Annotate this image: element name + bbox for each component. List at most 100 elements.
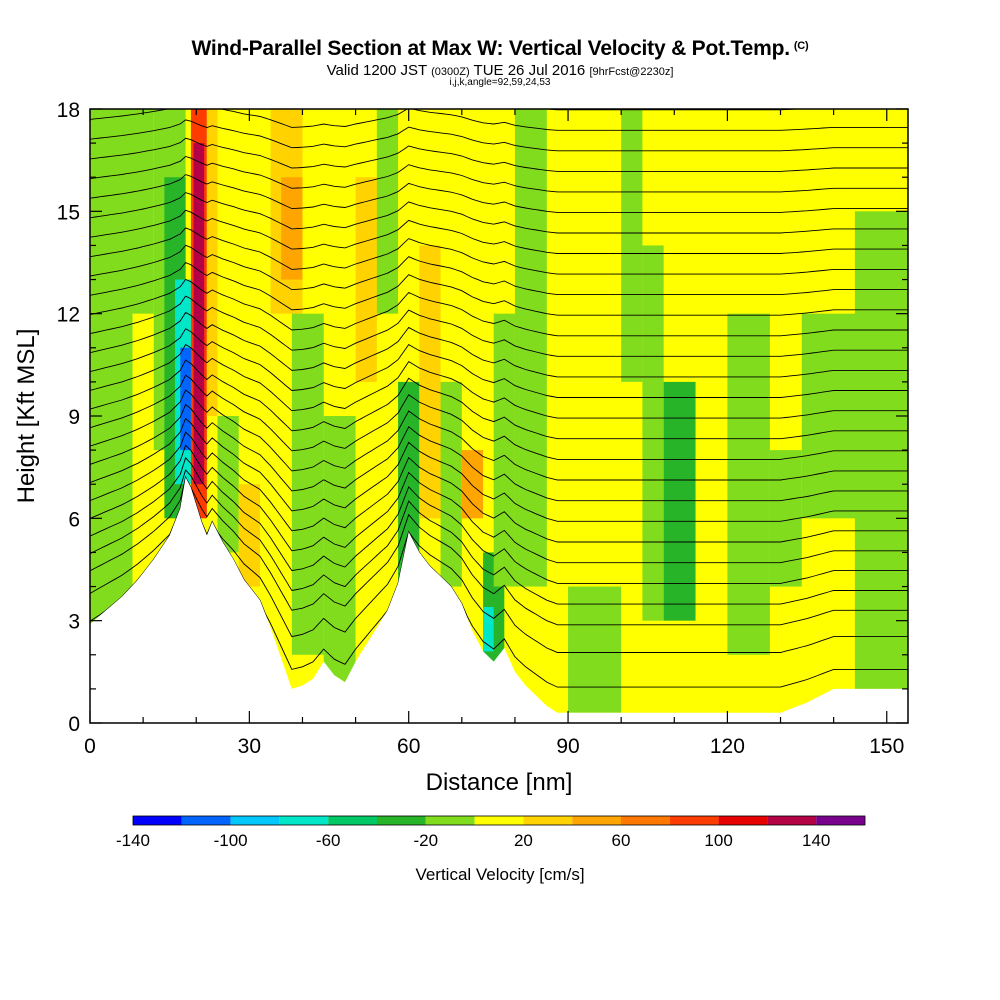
x-tick-label: 90 (556, 735, 579, 758)
chart-title: Wind-Parallel Section at Max W: Vertical… (191, 37, 809, 60)
plot-area (90, 109, 908, 723)
isentrope-line-3 (90, 469, 908, 605)
velocity-cell-26 (568, 586, 622, 713)
valid-date: TUE 26 Jul 2016 (473, 62, 586, 79)
velocity-cell-27 (621, 109, 643, 382)
isentrope-line-15 (90, 295, 908, 357)
colorbar-swatch-14 (816, 816, 865, 825)
colorbar-swatch-0 (133, 816, 182, 825)
y-tick-label: 6 (68, 508, 80, 531)
velocity-cell-33 (854, 211, 908, 689)
terrain-mask (90, 477, 908, 723)
velocity-cell-15 (323, 416, 356, 689)
velocity-cell-19 (419, 245, 441, 519)
colorbar-swatch-2 (230, 816, 280, 825)
isentrope-line-19 (90, 227, 908, 275)
colorbar-swatch-6 (425, 816, 475, 825)
colorbar-label: -60 (316, 831, 341, 850)
y-tick-label: 9 (68, 406, 80, 429)
isentrope-line-6 (90, 431, 908, 543)
valid-time: Valid 1200 JST (326, 62, 427, 79)
isentrope-line-10 (90, 374, 908, 460)
isentrope-line-22 (90, 174, 908, 213)
x-tick-label: 150 (869, 735, 904, 758)
colorbar-title: Vertical Velocity [cm/s] (415, 865, 584, 884)
velocity-cell-13 (281, 177, 303, 280)
colorbar-swatch-7 (474, 816, 524, 825)
x-tick-label: 120 (710, 735, 745, 758)
velocity-cell-8 (193, 143, 205, 485)
isentrope-line-16 (90, 278, 908, 337)
y-tick-label: 3 (68, 611, 80, 634)
isentrope-line-9 (90, 389, 908, 481)
isentrope-line-1 (90, 476, 908, 653)
colorbar-swatch-8 (523, 816, 573, 825)
forecast-info: [9hrFcst@2230z] (589, 66, 674, 78)
isentrope-line-11 (90, 359, 908, 440)
y-tick-label: 0 (68, 713, 80, 736)
colorbar-swatch-13 (767, 816, 817, 825)
colorbar-label: 100 (704, 831, 732, 850)
colorbar-swatch-5 (377, 816, 426, 825)
y-axis-label: Height [Kft MSL] (13, 329, 40, 504)
isentrope-line-21 (90, 192, 908, 234)
colorbar-label: -100 (214, 831, 248, 850)
x-axis-label: Distance [nm] (426, 769, 573, 796)
isentrope-line-14 (90, 311, 908, 378)
x-tick-label: 30 (238, 735, 261, 758)
velocity-cell-16 (355, 177, 377, 382)
axis-ticks: 0 30 60 90 120 150 0 3 6 9 12 15 18 (57, 99, 908, 758)
isentrope-line-24 (90, 137, 908, 172)
isentrope-line-17 (90, 261, 908, 316)
y-tick-label: 12 (57, 304, 80, 327)
chart-subtitle: Valid 1200 JST (0300Z) TUE 26 Jul 2016 [… (0, 62, 1000, 79)
colorbar-label: 140 (802, 831, 830, 850)
colorbar-swatch-9 (572, 816, 621, 825)
velocity-cell-18 (398, 381, 420, 587)
x-tick-label: 0 (84, 735, 96, 758)
colorbar-swatch-3 (279, 816, 329, 825)
isentrope-line-27 (542, 109, 808, 111)
velocity-cell-23 (483, 607, 494, 652)
isentrope-line-5 (90, 444, 908, 564)
colorbar: -140 -100 -60 -20 20 60 100 140 (116, 815, 866, 850)
velocity-cell-29 (663, 381, 696, 621)
isentrope-line-2 (90, 476, 908, 626)
velocity-cell-20 (440, 381, 462, 587)
colorbar-swatch-4 (328, 816, 377, 825)
isentrope-contours (90, 109, 908, 688)
velocity-cell-6 (180, 347, 191, 451)
colorbar-label: 60 (612, 831, 631, 850)
colorbar-swatch-12 (718, 816, 768, 825)
velocity-cell-14 (291, 313, 324, 655)
ijk-line: i,j,k,angle=92,59,24,53 (449, 77, 551, 88)
isentrope-line-23 (90, 155, 908, 193)
colorbar-swatch-10 (621, 816, 670, 825)
colorbar-outline (132, 815, 866, 826)
copyright-mark: (C) (793, 40, 809, 52)
isentrope-line-18 (90, 244, 908, 296)
isentrope-line-13 (90, 328, 908, 398)
x-tick-label: 60 (397, 735, 420, 758)
velocity-cell-30 (727, 313, 770, 655)
isentrope-line-12 (90, 343, 908, 419)
colorbar-label: 20 (514, 831, 533, 850)
y-tick-label: 15 (57, 201, 80, 224)
isentrope-line-4 (90, 457, 908, 584)
isentrope-line-0 (90, 476, 908, 688)
isentrope-line-26 (90, 109, 908, 131)
colorbar-label: -140 (116, 831, 150, 850)
isentrope-line-7 (90, 417, 908, 522)
velocity-cell-10 (217, 416, 239, 553)
isentrope-line-20 (90, 209, 908, 254)
velocity-cell-17 (376, 109, 399, 314)
y-tick-label: 18 (57, 99, 80, 122)
isentrope-line-8 (90, 403, 908, 502)
utc-time: (0300Z) (431, 66, 470, 78)
velocity-cell-21 (461, 450, 484, 519)
colorbar-swatch-1 (181, 816, 231, 825)
velocity-cell-28 (642, 245, 664, 621)
isentrope-line-25 (90, 119, 908, 152)
velocity-cell-9 (206, 109, 218, 416)
